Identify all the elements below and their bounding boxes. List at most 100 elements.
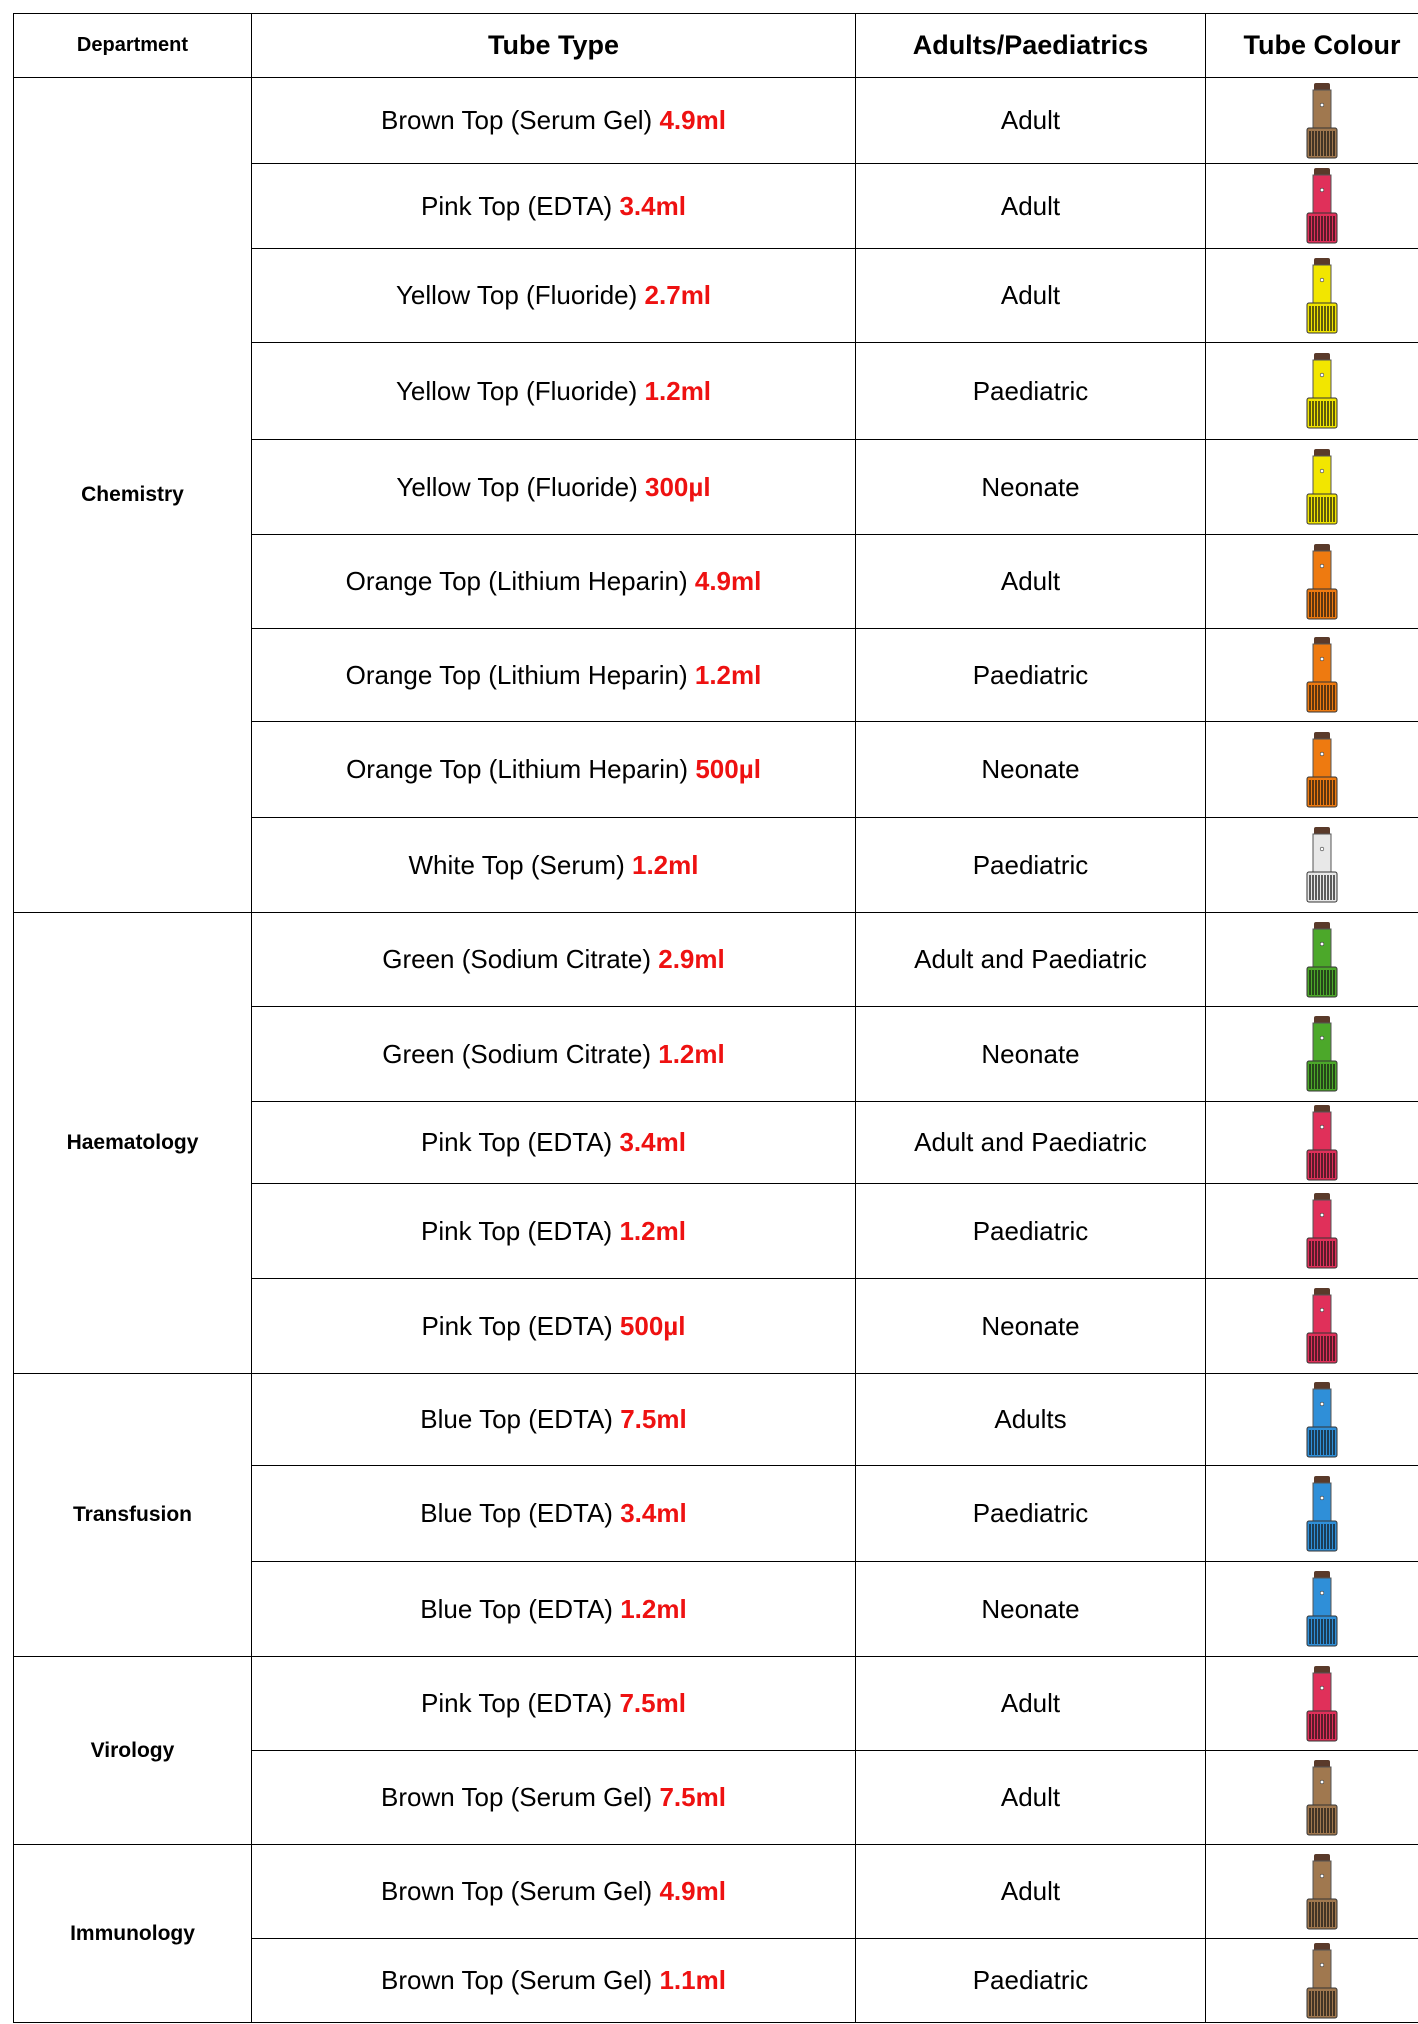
tube-body [1313, 90, 1331, 128]
tube-volume: 1.2ml [658, 1039, 725, 1069]
header-cell: Tube Colour [1206, 14, 1418, 78]
header-cell: Adults/Paediatrics [856, 14, 1206, 78]
tube-icon [1300, 635, 1344, 715]
patient-cell: Paediatric [856, 1939, 1206, 2023]
tube-type: Pink Top (EDTA) [421, 1216, 612, 1246]
tube-type: Yellow Top (Fluoride) [396, 472, 637, 502]
tube-icon [1300, 1852, 1344, 1932]
tube-icon [1300, 81, 1344, 161]
tube-type-cell: Brown Top (Serum Gel) 1.1ml [252, 1939, 856, 2023]
tube-colour-cell [1206, 818, 1418, 913]
tube-dot [1320, 103, 1324, 107]
tube-volume: 7.5ml [659, 1782, 726, 1812]
tube-type: White Top (Serum) [409, 850, 625, 880]
tube-type-cell: Yellow Top (Fluoride) 300µl [252, 440, 856, 535]
tube-dot [1320, 847, 1324, 851]
department-cell: Chemistry [14, 78, 252, 913]
department-cell: Haematology [14, 913, 252, 1374]
patient-cell: Paediatric [856, 1184, 1206, 1279]
tube-colour-cell [1206, 1751, 1418, 1845]
tube-volume: 3.4ml [619, 1127, 686, 1157]
tube-body [1313, 175, 1331, 213]
tube-type: Orange Top (Lithium Heparin) [346, 660, 688, 690]
tube-dot [1320, 188, 1324, 192]
tube-dot [1320, 1963, 1324, 1967]
header-cell: Department [14, 14, 252, 78]
tube-icon [1300, 920, 1344, 1000]
patient-cell: Paediatric [856, 1466, 1206, 1562]
tube-body [1313, 834, 1331, 872]
tube-body [1313, 1295, 1331, 1333]
tube-type: Blue Top (EDTA) [420, 1404, 613, 1434]
patient-cell: Adult and Paediatric [856, 1102, 1206, 1184]
tube-type: Orange Top (Lithium Heparin) [346, 754, 688, 784]
tube-volume: 500µl [620, 1311, 686, 1341]
tube-type: Yellow Top (Fluoride) [396, 280, 637, 310]
tube-icon [1300, 1191, 1344, 1271]
patient-cell: Adult [856, 249, 1206, 343]
tube-body [1313, 1673, 1331, 1711]
tube-icon [1300, 1014, 1344, 1094]
tube-colour-cell [1206, 249, 1418, 343]
patient-cell: Paediatric [856, 343, 1206, 440]
tube-icon [1300, 166, 1344, 246]
tube-volume: 4.9ml [659, 1876, 726, 1906]
patient-cell: Adult [856, 1845, 1206, 1939]
tube-type-cell: Yellow Top (Fluoride) 2.7ml [252, 249, 856, 343]
tube-type-cell: Orange Top (Lithium Heparin) 4.9ml [252, 535, 856, 629]
tube-colour-cell [1206, 78, 1418, 164]
tube-dot [1320, 564, 1324, 568]
tube-type: Pink Top (EDTA) [421, 1311, 612, 1341]
tube-type: Blue Top (EDTA) [420, 1498, 613, 1528]
tube-icon [1300, 1569, 1344, 1649]
patient-cell: Adult [856, 164, 1206, 249]
tube-volume: 1.2ml [645, 376, 712, 406]
tube-type-cell: Pink Top (EDTA) 1.2ml [252, 1184, 856, 1279]
tube-dot [1320, 1686, 1324, 1690]
patient-cell: Adult [856, 535, 1206, 629]
patient-cell: Paediatric [856, 629, 1206, 722]
tube-body [1313, 1767, 1331, 1805]
page: {"header": ["Department", "Tube Type", "… [0, 0, 1418, 2024]
tube-type-cell: Green (Sodium Citrate) 1.2ml [252, 1007, 856, 1102]
tube-dot [1320, 1308, 1324, 1312]
tube-volume: 4.9ml [695, 566, 762, 596]
tube-body [1313, 456, 1331, 494]
tube-icon [1300, 825, 1344, 905]
patient-cell: Neonate [856, 722, 1206, 818]
tube-type: Blue Top (EDTA) [420, 1594, 613, 1624]
tube-body [1313, 1861, 1331, 1899]
tube-body [1313, 265, 1331, 303]
patient-cell: Neonate [856, 440, 1206, 535]
tube-body [1313, 1389, 1331, 1427]
tube-icon [1300, 1941, 1344, 2021]
tube-icon [1300, 730, 1344, 810]
tube-volume: 1.2ml [620, 1594, 687, 1624]
tube-type: Brown Top (Serum Gel) [381, 1782, 652, 1812]
tube-volume: 300µl [645, 472, 711, 502]
tube-volume: 1.2ml [632, 850, 699, 880]
tube-type: Pink Top (EDTA) [421, 1127, 612, 1157]
tube-body [1313, 1950, 1331, 1988]
tube-volume: 1.2ml [619, 1216, 686, 1246]
tube-type: Orange Top (Lithium Heparin) [346, 566, 688, 596]
tube-type-cell: Green (Sodium Citrate) 2.9ml [252, 913, 856, 1007]
tube-volume: 500µl [695, 754, 761, 784]
tube-icon [1300, 1286, 1344, 1366]
tube-colour-cell [1206, 1939, 1418, 2023]
header-cell: Tube Type [252, 14, 856, 78]
tube-dot [1320, 1402, 1324, 1406]
patient-cell: Adult and Paediatric [856, 913, 1206, 1007]
tube-icon [1300, 1758, 1344, 1838]
tube-type: Yellow Top (Fluoride) [396, 376, 637, 406]
tube-colour-cell [1206, 1007, 1418, 1102]
tube-type-cell: Pink Top (EDTA) 500µl [252, 1279, 856, 1374]
tube-body [1313, 1112, 1331, 1150]
header-row: Department Tube Type Adults/Paediatrics … [14, 14, 1418, 78]
tube-type-cell: Brown Top (Serum Gel) 4.9ml [252, 1845, 856, 1939]
tube-volume: 2.7ml [645, 280, 712, 310]
tube-body [1313, 360, 1331, 398]
tube-colour-cell [1206, 1102, 1418, 1184]
